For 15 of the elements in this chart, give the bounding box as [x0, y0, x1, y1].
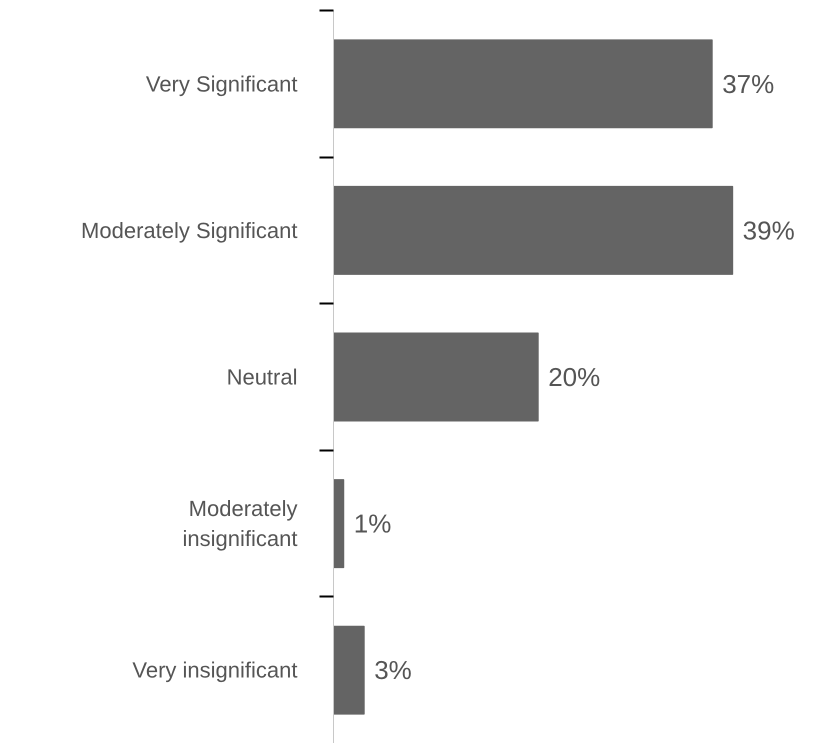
y-tick-label: Very insignificant	[132, 658, 298, 683]
y-tick-label: Moderately Significant	[81, 218, 298, 243]
bar	[334, 332, 539, 422]
data-label: 1%	[354, 508, 392, 539]
y-tick-label: Neutral	[226, 364, 298, 390]
y-tick-label: Moderately insignificant	[182, 496, 298, 552]
data-label: 20%	[548, 362, 600, 392]
data-label: 3%	[374, 655, 412, 686]
y-tick-label: Very Significant	[146, 71, 298, 96]
bar	[334, 479, 344, 568]
bar	[334, 186, 734, 275]
bar	[334, 626, 365, 715]
bar	[334, 39, 713, 128]
data-label: 39%	[742, 215, 795, 246]
data-label: 37%	[722, 68, 774, 99]
